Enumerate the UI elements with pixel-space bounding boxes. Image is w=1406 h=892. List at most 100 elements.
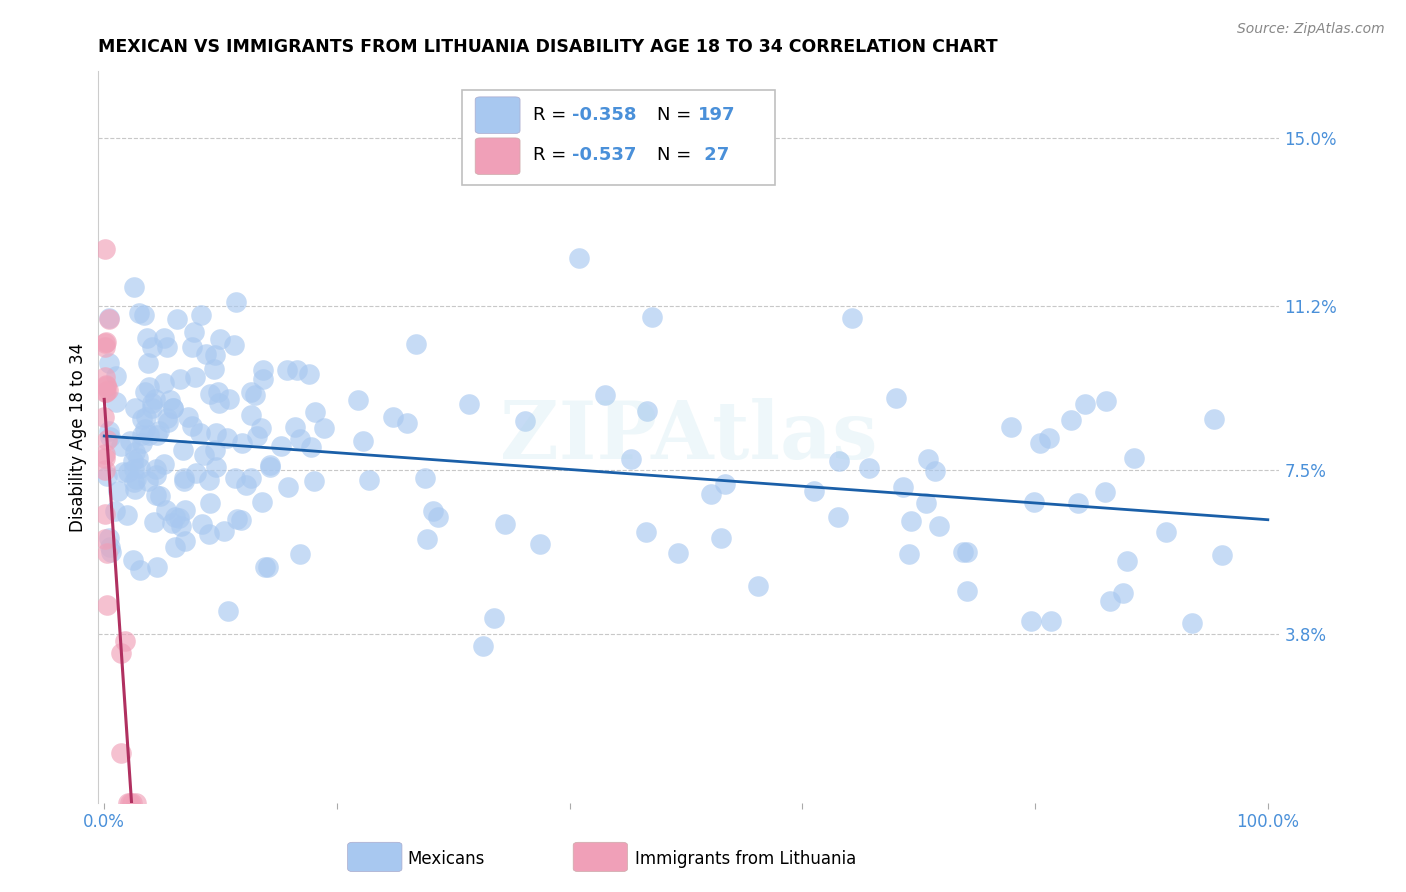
Point <box>124 445 146 459</box>
Point <box>208 396 231 410</box>
Point <box>634 525 657 540</box>
Point <box>198 496 221 510</box>
Point <box>285 363 308 377</box>
Point <box>156 411 179 425</box>
Point <box>858 461 880 475</box>
Point <box>131 412 153 426</box>
Point <box>94 463 117 477</box>
Point <box>128 306 150 320</box>
Point <box>100 544 122 558</box>
Point <box>97 531 120 545</box>
Point <box>1181 616 1204 631</box>
Point <box>172 442 194 457</box>
Point <box>352 434 374 448</box>
Point <box>141 340 163 354</box>
Point <box>94 340 117 354</box>
Point <box>568 251 591 265</box>
Point <box>190 308 212 322</box>
FancyBboxPatch shape <box>475 138 520 175</box>
Point <box>134 384 156 399</box>
Point <box>93 409 115 424</box>
Point <box>900 515 922 529</box>
Point <box>747 579 769 593</box>
Text: Immigrants from Lithuania: Immigrants from Lithuania <box>634 850 856 868</box>
Point <box>1094 484 1116 499</box>
Point <box>1116 554 1139 568</box>
Point <box>118 434 141 448</box>
Point <box>122 552 145 566</box>
Point <box>252 363 274 377</box>
Point <box>94 378 117 392</box>
Point <box>129 563 152 577</box>
Point <box>110 439 132 453</box>
Point <box>381 409 404 424</box>
Point <box>1028 436 1050 450</box>
Point <box>124 401 146 416</box>
Point <box>153 376 176 391</box>
Point <box>416 532 439 546</box>
Point <box>167 511 190 525</box>
Point <box>212 524 235 539</box>
Point <box>160 516 183 530</box>
Point <box>125 473 148 487</box>
FancyBboxPatch shape <box>347 842 402 871</box>
Point <box>1154 525 1177 540</box>
Point <box>956 545 979 559</box>
Point <box>166 312 188 326</box>
Point <box>120 796 142 810</box>
Point <box>928 518 950 533</box>
Point <box>257 560 280 574</box>
Point <box>138 380 160 394</box>
Point <box>641 310 664 325</box>
Point <box>93 242 115 256</box>
Point <box>121 796 143 810</box>
FancyBboxPatch shape <box>475 97 520 134</box>
Text: Source: ZipAtlas.com: Source: ZipAtlas.com <box>1237 22 1385 37</box>
Point <box>141 401 163 415</box>
Point <box>97 356 120 370</box>
Point <box>104 394 127 409</box>
Point <box>218 392 240 406</box>
Point <box>250 495 273 509</box>
Point <box>94 450 117 465</box>
Point <box>1038 431 1060 445</box>
Point <box>270 439 292 453</box>
Point <box>250 421 273 435</box>
Point <box>96 335 118 350</box>
Point <box>145 468 167 483</box>
Point <box>173 533 195 548</box>
Point <box>183 326 205 340</box>
Point <box>107 483 129 498</box>
Point <box>231 436 253 450</box>
Point <box>259 460 281 475</box>
Point <box>104 368 127 383</box>
Point <box>157 415 180 429</box>
Point <box>471 639 494 653</box>
Point <box>1073 397 1095 411</box>
Point <box>297 368 319 382</box>
Point <box>226 512 249 526</box>
Point <box>117 796 139 810</box>
Point <box>136 474 159 488</box>
Point <box>132 308 155 322</box>
Point <box>163 540 186 554</box>
Point <box>174 502 197 516</box>
Point <box>155 503 177 517</box>
Point <box>229 513 252 527</box>
Point <box>159 392 181 407</box>
Point <box>153 330 176 344</box>
Point <box>803 484 825 499</box>
Point <box>122 462 145 476</box>
Point <box>956 584 979 599</box>
Point <box>710 531 733 545</box>
Point <box>917 452 939 467</box>
Point <box>827 509 849 524</box>
Point <box>94 532 117 546</box>
Point <box>222 338 245 352</box>
Point <box>314 421 336 435</box>
Point <box>110 646 132 660</box>
Point <box>422 503 444 517</box>
Point <box>193 448 215 462</box>
Point <box>136 356 159 370</box>
Point <box>96 598 118 612</box>
